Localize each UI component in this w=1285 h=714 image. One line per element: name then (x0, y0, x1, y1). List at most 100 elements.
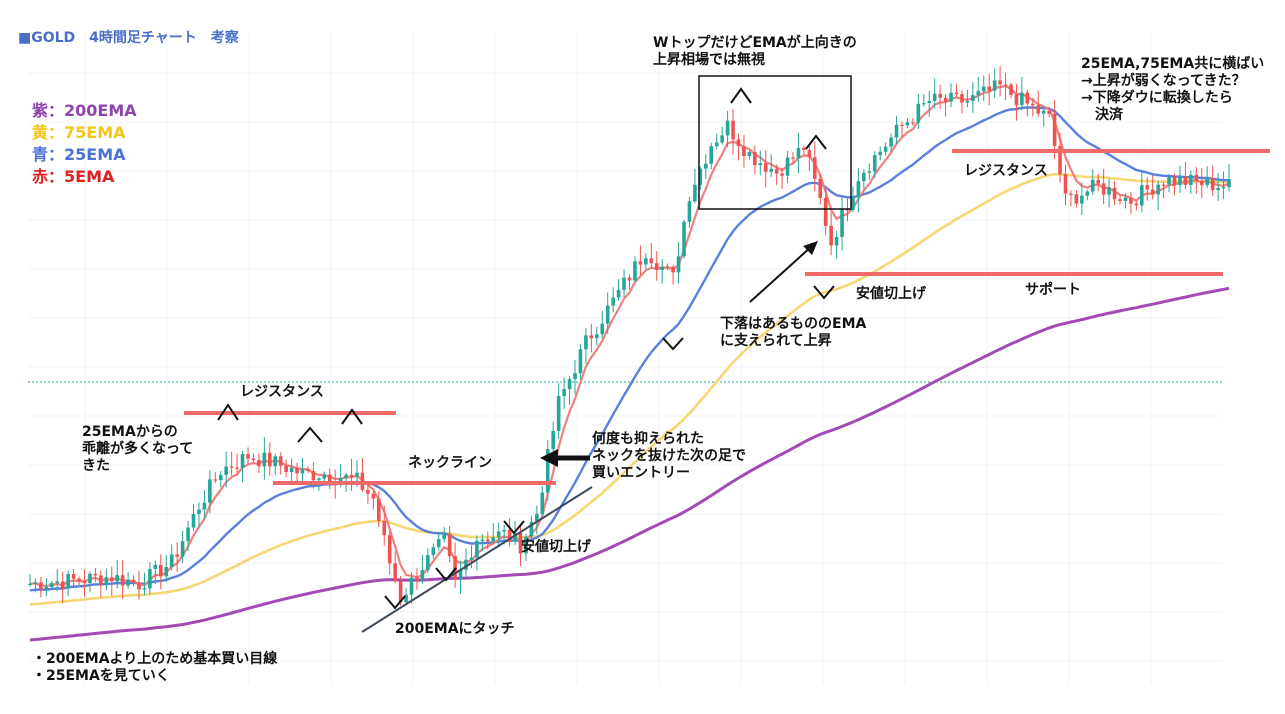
candle-body (137, 582, 141, 590)
candle-body (33, 582, 38, 584)
candle-body (142, 588, 147, 590)
candle-body (529, 521, 534, 537)
candle-body (491, 537, 496, 542)
candle-body (104, 577, 109, 586)
candle-body (486, 539, 490, 542)
candle-body (1172, 176, 1177, 186)
candle-body (338, 478, 343, 484)
candle-body (872, 155, 877, 172)
candle-body (1025, 92, 1030, 104)
candle-body (867, 171, 872, 173)
candle-body (300, 469, 305, 474)
candle-body (442, 533, 446, 540)
legend-75ema: 黄：75EMA (32, 123, 126, 142)
candle-body (191, 514, 196, 528)
candle-body (115, 575, 119, 582)
candle-body (889, 137, 893, 147)
trough-mark-1 (384, 595, 406, 610)
candle-body (1003, 84, 1008, 86)
candle-body (829, 225, 833, 246)
candle-body (720, 135, 724, 143)
candle-body (1112, 187, 1117, 200)
candle-body (480, 539, 485, 541)
candle-body (344, 474, 348, 479)
candle-body (949, 92, 953, 102)
candle-body (1134, 203, 1139, 206)
candle-body (774, 168, 779, 174)
trough-mark-3 (503, 520, 525, 535)
peak-mark-1 (217, 403, 239, 421)
candle-body (1210, 177, 1215, 191)
candle-body (736, 139, 741, 147)
candle-body (665, 266, 670, 268)
candle-body (878, 151, 882, 156)
candlesticks (28, 66, 1231, 606)
candle-body (862, 172, 866, 182)
candle-body (371, 493, 376, 499)
candle-body (197, 509, 201, 515)
candle-body (649, 258, 654, 264)
candle-body (1074, 194, 1079, 204)
candle-body (447, 533, 452, 557)
candle-body (1145, 185, 1150, 190)
candle-body (911, 122, 915, 124)
candle-body (224, 466, 228, 475)
candle-body (28, 583, 32, 585)
candle-body (420, 570, 425, 581)
candle-body (426, 555, 430, 571)
candle-body (235, 467, 239, 469)
candle-body (894, 124, 899, 138)
candle-body (507, 529, 512, 542)
candle-body (1031, 103, 1035, 106)
candle-body (644, 258, 648, 265)
candle-body (268, 452, 272, 467)
candle-body (747, 152, 752, 157)
candle-body (856, 181, 861, 197)
candle-body (807, 150, 812, 158)
candle-body (1041, 110, 1046, 114)
candle-body (987, 86, 991, 91)
candle-body (518, 533, 523, 554)
candle-body (562, 389, 566, 397)
candle-body (393, 563, 397, 582)
ema25-line (29, 106, 1230, 592)
candle-body (502, 529, 506, 532)
candle-body (758, 163, 763, 166)
candle-body (496, 531, 501, 538)
candle-body (1058, 145, 1062, 175)
candle-body (306, 469, 310, 472)
candle-body (1189, 174, 1193, 185)
candle-body (131, 579, 136, 583)
candle-body (905, 122, 910, 126)
candle-body (524, 536, 528, 554)
candle-body (109, 577, 114, 582)
candle-body (93, 573, 98, 576)
candle-body (813, 157, 817, 179)
candle-body (589, 335, 594, 339)
candle-body (883, 146, 888, 152)
candle-body (99, 575, 103, 586)
candle-body (556, 396, 561, 432)
candle-body (785, 157, 790, 176)
candle-body (327, 474, 332, 482)
label-neckline: ネックライン (408, 455, 492, 471)
candle-body (409, 577, 414, 595)
candle-body (763, 163, 768, 172)
legend-5ema: 赤：5EMA (32, 167, 115, 186)
candle-body (916, 103, 921, 123)
candle-body (1085, 191, 1090, 196)
candle-body (943, 97, 948, 102)
candle-body (676, 256, 681, 273)
candle-body (322, 474, 327, 479)
candle-body (404, 594, 408, 603)
candle-body (654, 263, 659, 270)
candle-body (1069, 193, 1073, 195)
candle-body (780, 173, 784, 176)
candle-body (1205, 177, 1209, 186)
label-higher-low-1: 安値切上げ (521, 539, 591, 555)
label-divergence: 25EMAからの 乖離が多くなって きた (82, 424, 194, 474)
candle-body (55, 581, 60, 584)
candle-body (1009, 84, 1013, 95)
candle-body (1129, 197, 1133, 204)
candle-body (769, 168, 773, 172)
